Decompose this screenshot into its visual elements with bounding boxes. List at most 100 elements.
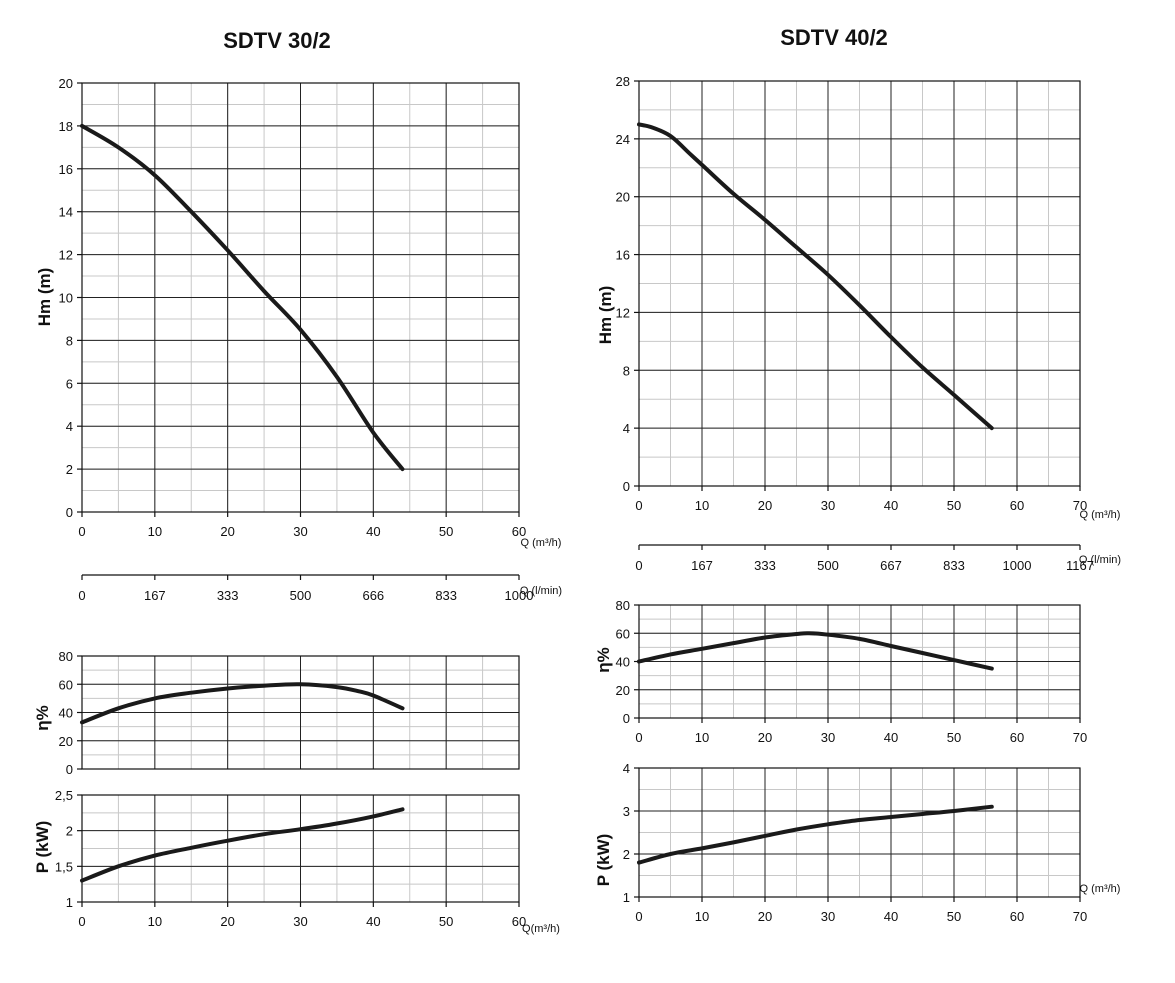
eff30-series-line bbox=[80, 682, 405, 725]
pow40-x-tick-label: 40 bbox=[884, 909, 898, 924]
hm40-x-tick-label: 30 bbox=[821, 498, 835, 513]
pow30-y-axis-label: P (kW) bbox=[33, 821, 52, 874]
eff40-y-axis-label: η% bbox=[594, 647, 613, 673]
hm30-x-tick-label: 20 bbox=[220, 524, 234, 539]
eff40-y-tick-label: 60 bbox=[616, 626, 630, 641]
hm40-y-tick-label: 28 bbox=[616, 74, 630, 89]
pow30-x-tick-label: 30 bbox=[293, 914, 307, 929]
eff40-y-tick-label: 40 bbox=[616, 655, 630, 670]
pow40-series-line bbox=[637, 804, 994, 865]
hm30-x-tick-label: 10 bbox=[148, 524, 162, 539]
hm30-x-tick-label: 60 bbox=[512, 524, 526, 539]
hm30-y-tick-label: 20 bbox=[59, 76, 73, 91]
hm30-y-tick-label: 16 bbox=[59, 162, 73, 177]
eff30-y-tick-label: 20 bbox=[59, 734, 73, 749]
pow40-x-tick-label: 10 bbox=[695, 909, 709, 924]
eff40-y-tick-label: 0 bbox=[623, 711, 630, 726]
pow40-x-tick-label: 30 bbox=[821, 909, 835, 924]
eff40-x-tick-label: 30 bbox=[821, 730, 835, 745]
hm30-x-tick-label: 0 bbox=[78, 524, 85, 539]
lmin40-tick-label: 1167 bbox=[1066, 558, 1094, 573]
hm40-y-tick-label: 12 bbox=[616, 305, 630, 320]
lmin30-tick-label: 167 bbox=[144, 588, 166, 603]
lmin40-unit-label: Q (l/min) bbox=[1079, 554, 1121, 566]
hm40-series-line bbox=[637, 122, 994, 431]
pow30-x-tick-label: 10 bbox=[148, 914, 162, 929]
lmin30-tick-label: 1000 bbox=[505, 588, 534, 603]
pow30-y-tick-label: 1,5 bbox=[55, 859, 73, 874]
eff40-x-tick-label: 50 bbox=[947, 730, 961, 745]
lmin40-tick-label: 500 bbox=[817, 558, 839, 573]
eff40-x-tick-label: 40 bbox=[884, 730, 898, 745]
eff40-series-line bbox=[637, 631, 994, 671]
pow40-y-tick-label: 2 bbox=[623, 847, 630, 862]
eff40-x-tick-label: 20 bbox=[758, 730, 772, 745]
eff30-y-axis-label: η% bbox=[33, 705, 52, 731]
lmin30-tick-label: 0 bbox=[78, 588, 85, 603]
hm40-y-tick-label: 16 bbox=[616, 248, 630, 263]
pow30-x-unit-label: Q(m³/h) bbox=[522, 923, 560, 935]
hm40-y-tick-label: 20 bbox=[616, 190, 630, 205]
eff30-y-tick-label: 0 bbox=[66, 762, 73, 777]
pow30-x-tick-label: 50 bbox=[439, 914, 453, 929]
hm40-x-tick-label: 20 bbox=[758, 498, 772, 513]
hm40-y-tick-label: 8 bbox=[623, 363, 630, 378]
hm30-y-axis-label: Hm (m) bbox=[35, 268, 54, 327]
hm30-y-tick-label: 2 bbox=[66, 462, 73, 477]
hm30-series-line bbox=[80, 123, 405, 472]
pow40-y-axis-label: P (kW) bbox=[594, 834, 613, 887]
hm40-x-tick-label: 40 bbox=[884, 498, 898, 513]
pow30-series-line bbox=[80, 807, 405, 883]
hm30-x-tick-label: 50 bbox=[439, 524, 453, 539]
hm40-x-unit-label: Q (m³/h) bbox=[1080, 509, 1121, 521]
hm30-y-tick-label: 4 bbox=[66, 419, 73, 434]
hm40-y-tick-label: 0 bbox=[623, 479, 630, 494]
hm30-y-tick-label: 14 bbox=[59, 205, 73, 220]
pow40-x-tick-label: 0 bbox=[635, 909, 642, 924]
eff40-x-tick-label: 70 bbox=[1073, 730, 1087, 745]
hm30-x-unit-label: Q (m³/h) bbox=[521, 537, 562, 549]
lmin40-tick-label: 667 bbox=[880, 558, 902, 573]
hm40-chart-title: SDTV 40/2 bbox=[780, 25, 888, 50]
pow40-y-tick-label: 1 bbox=[623, 890, 630, 905]
pow30-x-tick-label: 40 bbox=[366, 914, 380, 929]
pow40-x-tick-label: 20 bbox=[758, 909, 772, 924]
pow40-x-tick-label: 50 bbox=[947, 909, 961, 924]
lmin40-tick-label: 333 bbox=[754, 558, 776, 573]
pow40-x-unit-label: Q (m³/h) bbox=[1080, 883, 1121, 895]
hm40-y-tick-label: 4 bbox=[623, 421, 630, 436]
pow30-x-tick-label: 0 bbox=[78, 914, 85, 929]
lmin40-tick-label: 833 bbox=[943, 558, 965, 573]
pow40-y-tick-label: 3 bbox=[623, 804, 630, 819]
hm30-y-tick-label: 18 bbox=[59, 119, 73, 134]
eff40-x-tick-label: 0 bbox=[635, 730, 642, 745]
hm40-x-tick-label: 50 bbox=[947, 498, 961, 513]
hm30-y-tick-label: 8 bbox=[66, 333, 73, 348]
hm30-y-tick-label: 6 bbox=[66, 376, 73, 391]
pow40-x-tick-label: 70 bbox=[1073, 909, 1087, 924]
hm40-x-tick-label: 70 bbox=[1073, 498, 1087, 513]
eff30-y-tick-label: 40 bbox=[59, 706, 73, 721]
pow30-x-tick-label: 20 bbox=[220, 914, 234, 929]
pow30-x-tick-label: 60 bbox=[512, 914, 526, 929]
pow30-y-tick-label: 2,5 bbox=[55, 788, 73, 803]
lmin30-tick-label: 666 bbox=[362, 588, 384, 603]
pow40-x-tick-label: 60 bbox=[1010, 909, 1024, 924]
eff40-x-tick-label: 10 bbox=[695, 730, 709, 745]
eff30-y-tick-label: 80 bbox=[59, 649, 73, 664]
hm30-chart-title: SDTV 30/2 bbox=[223, 28, 331, 53]
hm40-x-tick-label: 10 bbox=[695, 498, 709, 513]
hm30-x-tick-label: 30 bbox=[293, 524, 307, 539]
eff40-y-tick-label: 80 bbox=[616, 598, 630, 613]
eff30-y-tick-label: 60 bbox=[59, 677, 73, 692]
hm40-x-tick-label: 60 bbox=[1010, 498, 1024, 513]
eff40-x-tick-label: 60 bbox=[1010, 730, 1024, 745]
lmin40-tick-label: 0 bbox=[635, 558, 642, 573]
hm40-y-axis-label: Hm (m) bbox=[596, 286, 615, 345]
pow40-y-tick-label: 4 bbox=[623, 761, 630, 776]
lmin30-tick-label: 500 bbox=[290, 588, 312, 603]
lmin40-tick-label: 167 bbox=[691, 558, 713, 573]
hm40-plot-frame bbox=[638, 80, 1081, 487]
hm30-y-tick-label: 10 bbox=[59, 291, 73, 306]
